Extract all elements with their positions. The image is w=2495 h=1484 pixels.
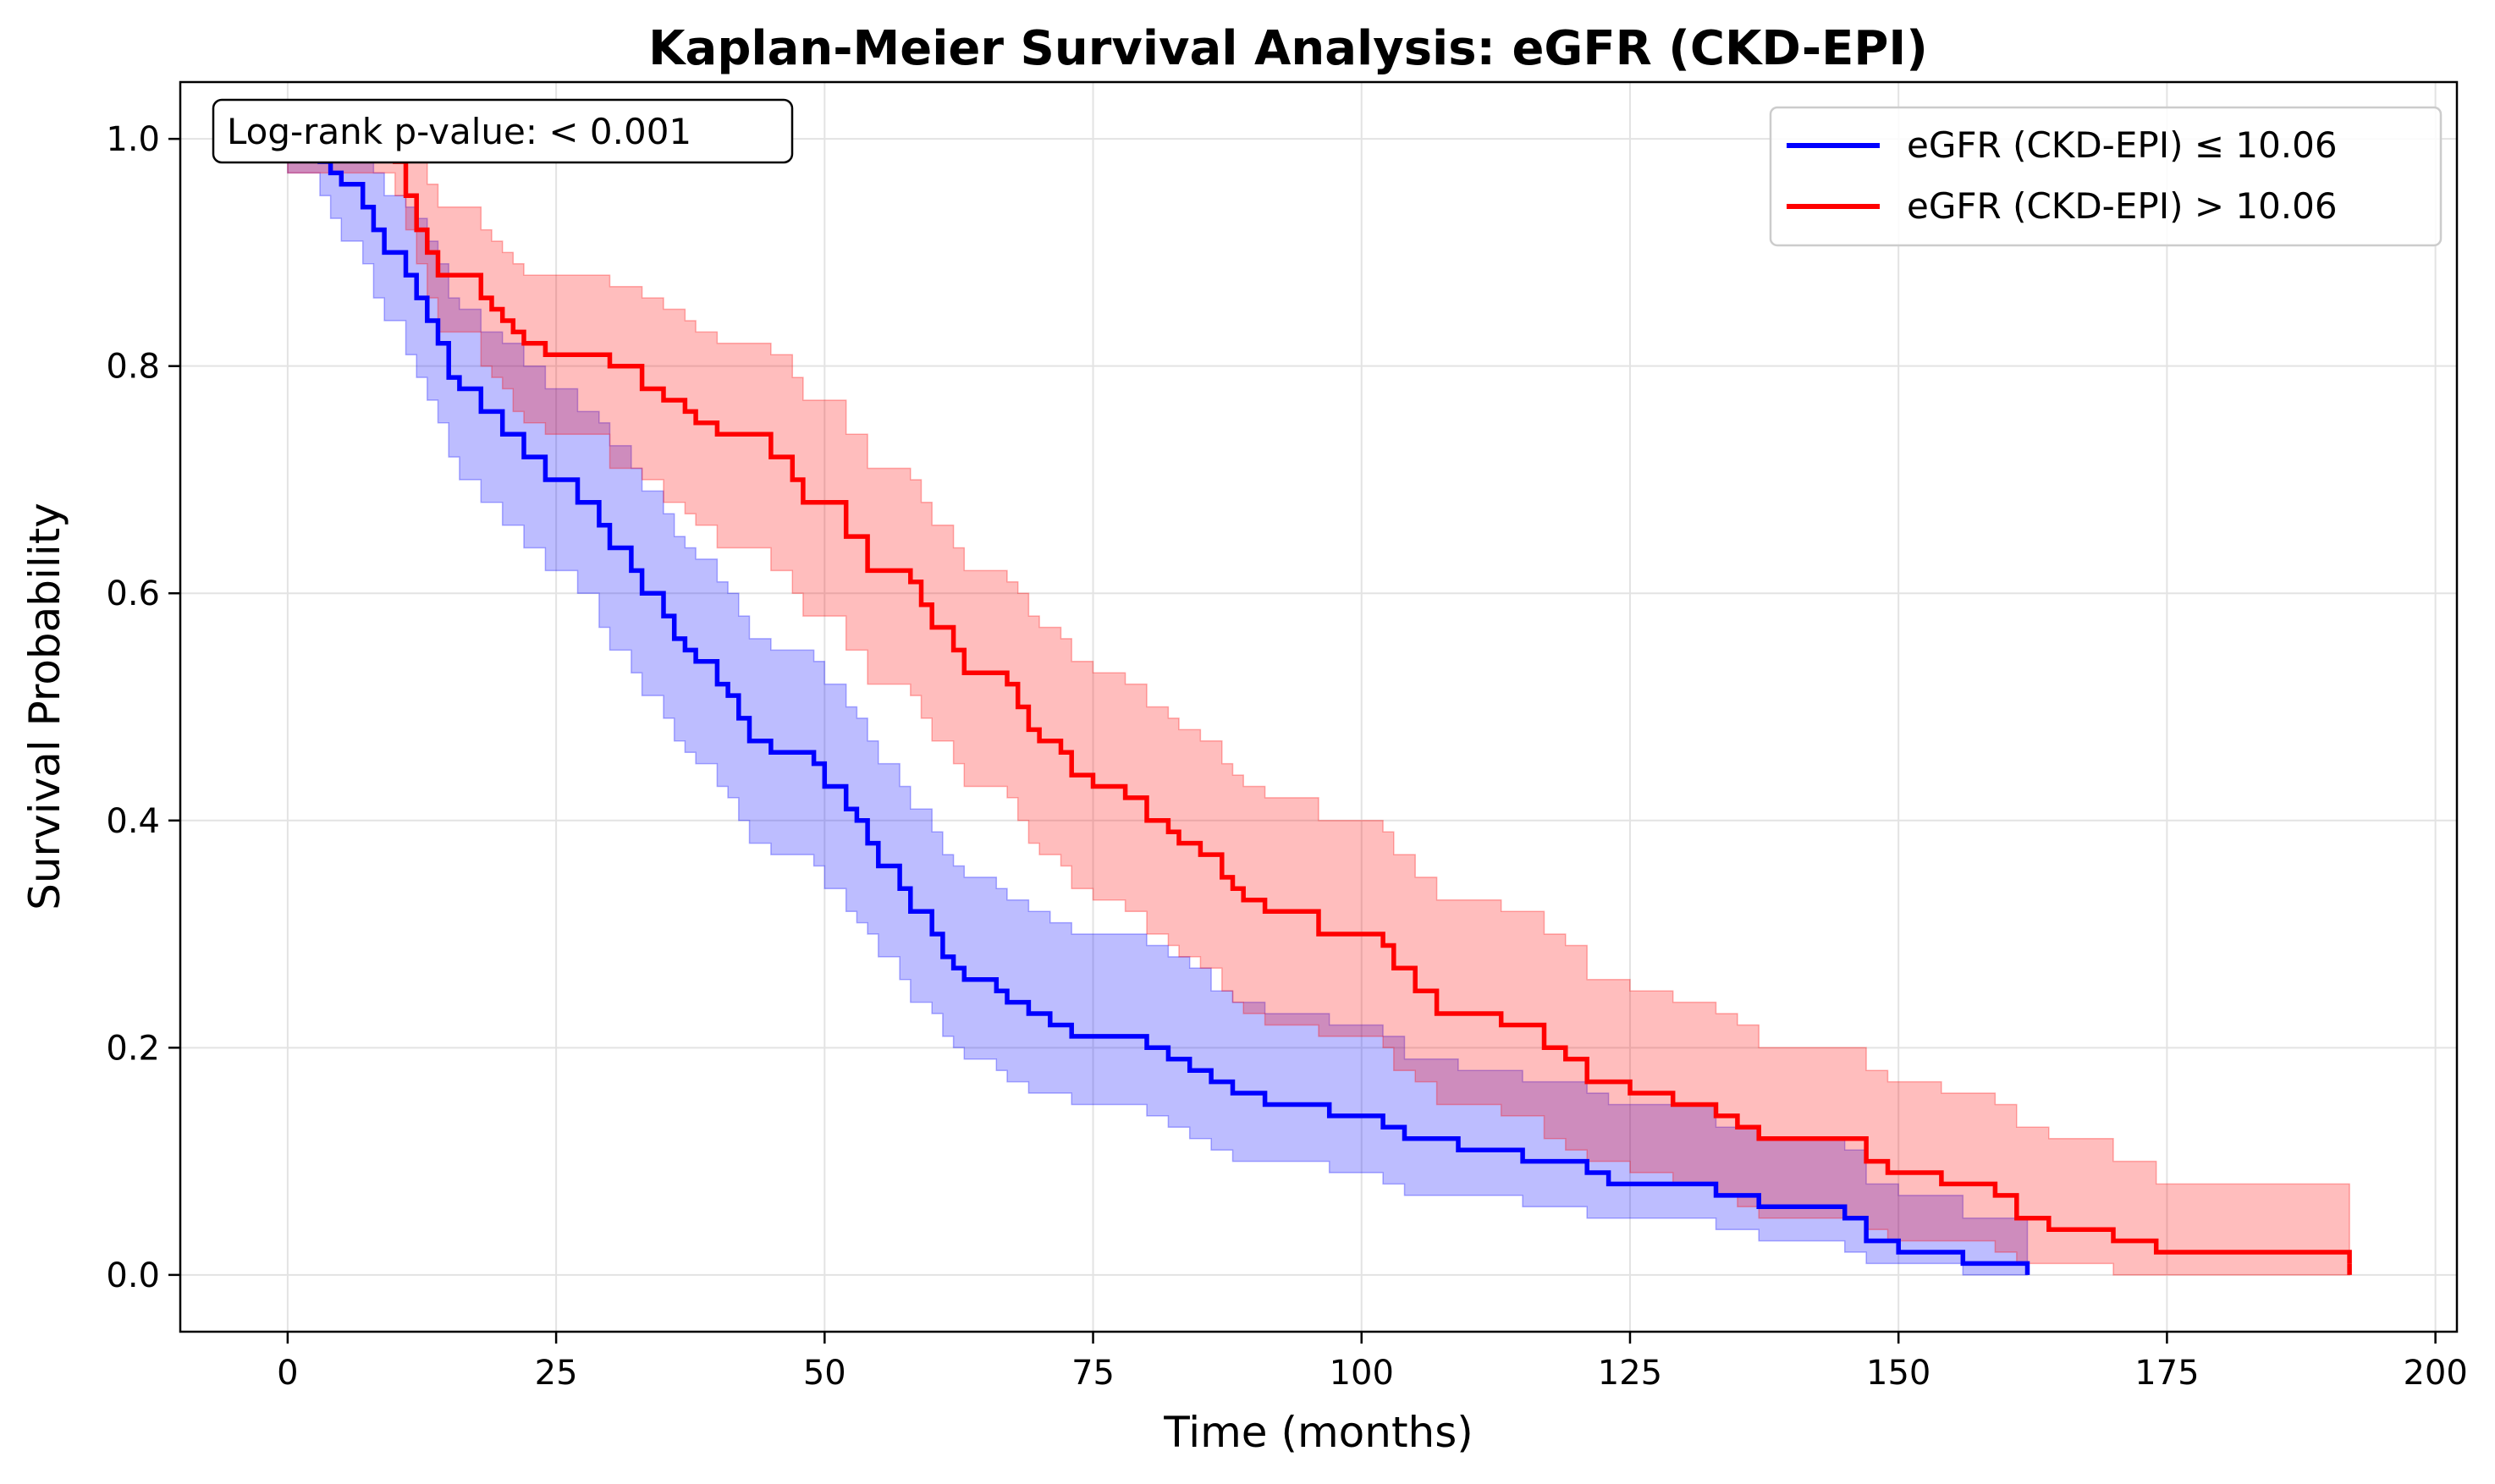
- legend-box: [1769, 106, 2443, 247]
- legend: eGFR (CKD-EPI) ≤ 10.06 eGFR (CKD-EPI) > …: [1769, 106, 2443, 247]
- x-axis-ticks: 0 25 50 75 100 125 150 175 200: [277, 1332, 2468, 1393]
- x-tick-label: 100: [1330, 1354, 1394, 1393]
- y-tick-label: 0.8: [106, 348, 160, 387]
- grid: [180, 82, 2457, 1332]
- y-tick-label: 0.6: [106, 574, 160, 613]
- x-tick-label: 0: [277, 1354, 298, 1393]
- legend-label-series-2: eGFR (CKD-EPI) > 10.06: [1907, 185, 2338, 227]
- confidence-band-series-2: [287, 138, 2350, 1276]
- survival-line-series-2: [287, 136, 2352, 1264]
- pvalue-annotation-box: [212, 98, 794, 164]
- pvalue-annotation-text: Log-rank p-value: < 0.001: [227, 111, 691, 152]
- y-tick-label: 0.4: [106, 802, 160, 841]
- x-tick-label: 25: [535, 1354, 578, 1393]
- y-tick-label: 0.2: [106, 1029, 160, 1068]
- x-tick-label: 200: [2403, 1354, 2467, 1393]
- chart-title: Kaplan-Meier Survival Analysis: eGFR (CK…: [648, 21, 1928, 76]
- x-tick-label: 125: [1598, 1354, 1662, 1393]
- y-axis-label: Survival Probability: [20, 503, 69, 910]
- legend-label-series-1: eGFR (CKD-EPI) ≤ 10.06: [1907, 124, 2338, 166]
- x-tick-label: 175: [2134, 1354, 2199, 1393]
- y-axis-ticks: 0.0 0.2 0.4 0.6 0.8 1.0: [106, 120, 180, 1295]
- y-tick-label: 0.0: [106, 1256, 160, 1295]
- survival-line-series-1: [287, 136, 2030, 1275]
- plot-frame: [179, 80, 2459, 1333]
- x-tick-label: 50: [803, 1354, 846, 1393]
- survival-curves: [287, 136, 2352, 1275]
- pvalue-annotation: Log-rank p-value: < 0.001: [212, 98, 794, 164]
- x-axis-label: Time (months): [1163, 1408, 1473, 1457]
- x-tick-label: 150: [1866, 1354, 1930, 1393]
- x-tick-label: 75: [1071, 1354, 1115, 1393]
- y-tick-label: 1.0: [106, 120, 160, 159]
